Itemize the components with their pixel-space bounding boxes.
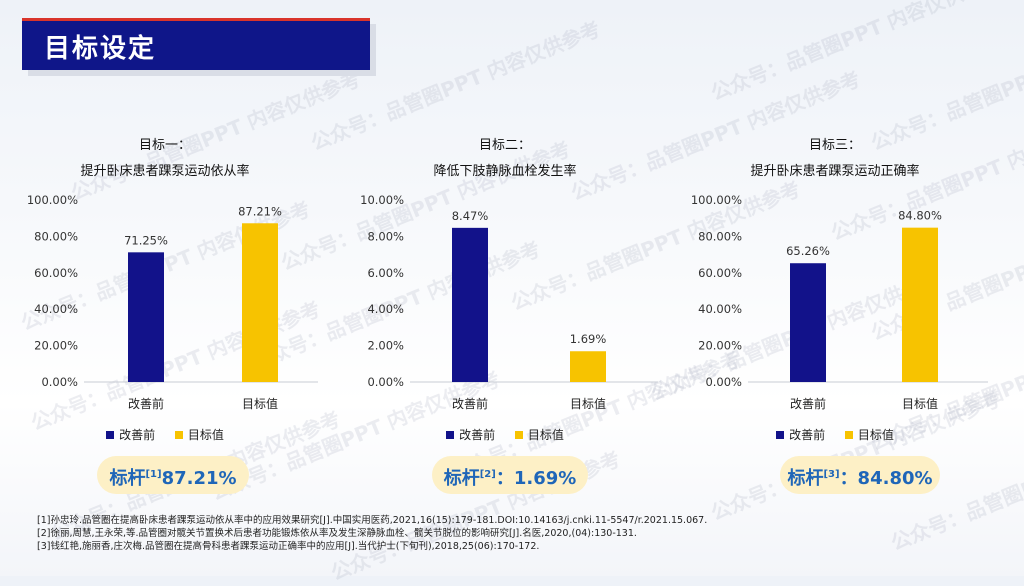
bar-chart-1: 0.00% 20.00% 40.00% 60.00% 80.00% 100.00% 71.2… xyxy=(27,193,318,411)
bar-before xyxy=(790,263,826,382)
benchmark-badge-2: 标杆[2]：1.69% xyxy=(432,456,588,494)
chart-legend: 改善前 目标值 xyxy=(340,426,670,443)
x-tick-label: 改善前 xyxy=(790,396,826,411)
y-tick-label: 100.00% xyxy=(691,193,742,207)
y-tick-label: 0.00% xyxy=(705,375,742,389)
y-tick-label: 20.00% xyxy=(34,339,78,353)
legend-swatch-target xyxy=(174,430,183,439)
watermark-text: 公众号：品管圈PPT 内容仅供参考 xyxy=(707,0,1004,106)
chart-title: 目标一： xyxy=(138,138,191,153)
chart-subtitle: 降低下肢静脉血栓发生率 xyxy=(433,164,577,179)
chart-subtitle: 提升卧床患者踝泵运动依从率 xyxy=(80,164,250,179)
benchmark-value: ：84.80% xyxy=(839,468,933,489)
legend-label-before: 改善前 xyxy=(789,428,826,442)
benchmark-citation: [3] xyxy=(823,469,840,480)
legend-item-target: 目标值 xyxy=(514,426,564,443)
benchmark-badge-1: 标杆[1]87.21% xyxy=(97,456,249,494)
y-tick-label: 8.00% xyxy=(367,229,404,243)
chart-title: 目标二： xyxy=(478,138,531,153)
legend-swatch-target xyxy=(844,430,853,439)
chart-title: 目标三： xyxy=(808,138,861,153)
data-label: 1.69% xyxy=(570,332,607,346)
reference-item: [2]徐丽,周慧,王永荣,等.品管圈对髋关节置换术后患者功能锻炼依从率及发生深静… xyxy=(37,528,637,539)
benchmark-prefix: 标杆 xyxy=(109,468,146,489)
x-tick-label: 改善前 xyxy=(128,396,164,411)
y-tick-label: 60.00% xyxy=(698,266,742,280)
benchmark-prefix: 标杆 xyxy=(443,468,480,489)
benchmark-citation: [1] xyxy=(145,469,162,480)
x-tick-label: 目标值 xyxy=(902,396,938,411)
legend-label-target: 目标值 xyxy=(187,428,224,442)
chart-panel-2: 目标二： 降低下肢静脉血栓发生率 0.00% 2.00% 4.00% 6.00% 8.0… xyxy=(340,130,670,520)
legend-swatch-before xyxy=(106,430,115,439)
data-label: 8.47% xyxy=(452,209,489,223)
bar-chart-3: 0.00% 20.00% 40.00% 60.00% 80.00% 100.00% 65.2… xyxy=(691,193,988,411)
y-tick-label: 100.00% xyxy=(27,193,78,207)
y-tick-label: 6.00% xyxy=(367,266,404,280)
bar-before xyxy=(128,252,164,382)
bar-target xyxy=(902,227,938,382)
references: [1]孙忠玲.品管圈在提高卧床患者踝泵运动依从率中的应用效果研究[J].中国实用… xyxy=(37,514,707,553)
title-box: 目标设定 xyxy=(22,18,370,70)
y-tick-label: 40.00% xyxy=(34,302,78,316)
y-tick-label: 0.00% xyxy=(367,375,404,389)
page-title: 目标设定 xyxy=(44,34,157,64)
bar-before xyxy=(452,227,488,382)
y-tick-label: 80.00% xyxy=(34,229,78,243)
chart-panel-3: 目标三： 提升卧床患者踝泵运动正确率 0.00% 20.00% 40.00% 60.0… xyxy=(670,130,1000,520)
bar-target xyxy=(242,223,278,382)
benchmark-citation: [2] xyxy=(479,469,496,480)
data-label: 84.80% xyxy=(898,209,942,223)
data-label: 87.21% xyxy=(238,204,282,218)
legend-item-target: 目标值 xyxy=(844,426,894,443)
legend-label-target: 目标值 xyxy=(857,428,894,442)
bar-chart-2: 0.00% 2.00% 4.00% 6.00% 8.00% 10.00% 8.47% 改善前 1… xyxy=(360,193,658,411)
x-tick-label: 改善前 xyxy=(452,396,488,411)
data-label: 71.25% xyxy=(124,233,168,247)
y-tick-label: 20.00% xyxy=(698,339,742,353)
reference-item: [3]钱红艳,施丽香,庄次梅.品管圈在提高骨科患者踝泵运动正确率中的应用[J].… xyxy=(37,541,540,552)
legend-item-before: 改善前 xyxy=(106,426,155,443)
benchmark-prefix: 标杆 xyxy=(787,468,824,489)
y-tick-label: 0.00% xyxy=(41,375,78,389)
legend-label-before: 改善前 xyxy=(459,428,496,442)
legend-item-before: 改善前 xyxy=(776,426,825,443)
y-tick-label: 2.00% xyxy=(367,339,404,353)
chart-legend: 改善前 目标值 xyxy=(670,426,1000,443)
x-tick-label: 目标值 xyxy=(242,396,278,411)
data-label: 65.26% xyxy=(786,244,830,258)
legend-item-target: 目标值 xyxy=(174,426,224,443)
chart-legend: 改善前 目标值 xyxy=(0,426,330,443)
x-tick-label: 目标值 xyxy=(570,396,606,411)
benchmark-badge-3: 标杆[3]：84.80% xyxy=(780,456,940,494)
legend-swatch-before xyxy=(446,430,455,439)
bar-target xyxy=(570,351,606,382)
benchmark-value: ：1.69% xyxy=(495,468,577,489)
legend-item-before: 改善前 xyxy=(446,426,495,443)
chart-panel-1: 目标一： 提升卧床患者踝泵运动依从率 0.00% 20.00% 40.00% 60.0… xyxy=(0,130,330,520)
y-tick-label: 60.00% xyxy=(34,266,78,280)
title-banner: 目标设定 xyxy=(22,18,376,76)
y-tick-label: 4.00% xyxy=(367,302,404,316)
y-tick-label: 10.00% xyxy=(360,193,404,207)
legend-swatch-before xyxy=(776,430,785,439)
benchmark-value: 87.21% xyxy=(161,468,237,489)
y-tick-label: 80.00% xyxy=(698,229,742,243)
chart-subtitle: 提升卧床患者踝泵运动正确率 xyxy=(750,164,920,179)
legend-swatch-target xyxy=(514,430,523,439)
legend-label-before: 改善前 xyxy=(119,428,156,442)
legend-label-target: 目标值 xyxy=(527,428,564,442)
reference-item: [1]孙忠玲.品管圈在提高卧床患者踝泵运动依从率中的应用效果研究[J].中国实用… xyxy=(37,515,708,526)
y-tick-label: 40.00% xyxy=(698,302,742,316)
